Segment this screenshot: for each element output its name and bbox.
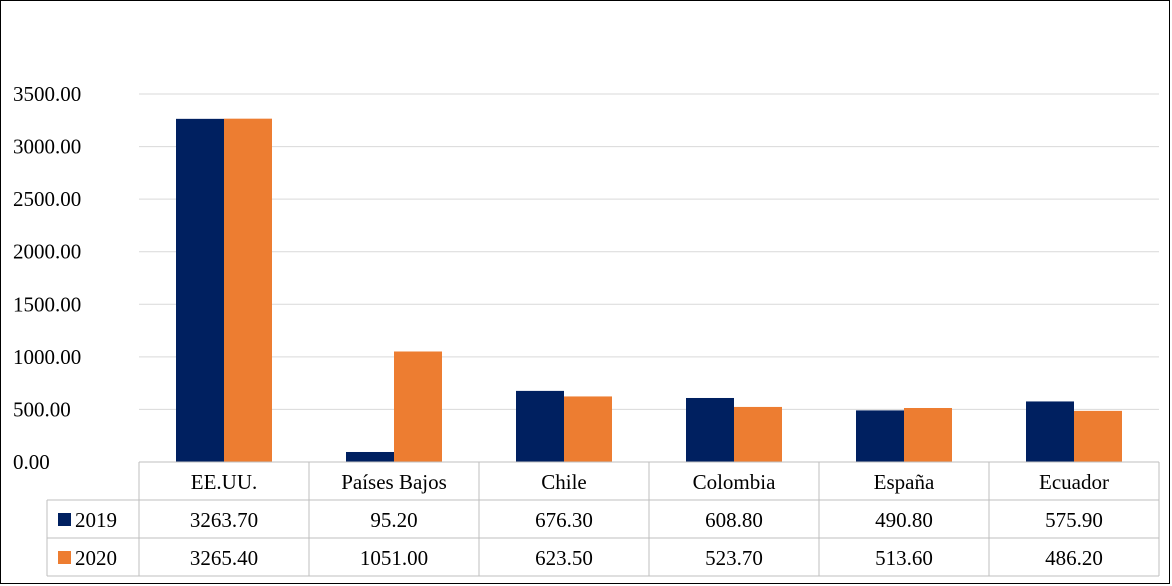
- data-label: 1051.00: [360, 546, 428, 570]
- bar-2020: [224, 118, 272, 463]
- y-tick-label: 0.00: [13, 450, 50, 474]
- x-category-label: España: [874, 470, 935, 494]
- data-label: 486.20: [1045, 546, 1103, 570]
- bar-2020: [564, 396, 612, 462]
- y-tick-label: 3500.00: [13, 82, 81, 106]
- data-label: 523.70: [705, 546, 763, 570]
- bar-2020: [1074, 410, 1122, 462]
- x-category-label: Ecuador: [1039, 470, 1109, 494]
- bar-2019: [856, 410, 904, 462]
- data-label: 608.80: [705, 508, 763, 532]
- data-table: EE.UU. Países Bajos Chile Colombia España Ecu…: [46, 461, 1160, 577]
- x-category-label: Chile: [541, 470, 587, 494]
- y-tick-label: 1000.00: [13, 345, 81, 369]
- y-tick-label: 1500.00: [13, 292, 81, 316]
- legend-label: 2019: [75, 508, 117, 532]
- legend-key-2019: [58, 513, 71, 526]
- legend-label: 2020: [75, 546, 117, 570]
- y-tick-label: 2000.00: [13, 240, 81, 264]
- bar-2020: [734, 406, 782, 462]
- y-axis-ticks: 0.00 500.00 1000.00 1500.00 2000.00 2500.00 30…: [13, 82, 81, 474]
- data-label: 490.80: [875, 508, 933, 532]
- data-label: 575.90: [1045, 508, 1103, 532]
- y-tick-label: 500.00: [13, 397, 71, 421]
- x-category-label: Países Bajos: [341, 470, 447, 494]
- legend-key-2020: [58, 551, 71, 564]
- data-label: 3263.70: [190, 508, 258, 532]
- x-category-label: EE.UU.: [191, 470, 258, 494]
- bar-2019: [346, 451, 394, 462]
- bar-2019: [516, 390, 564, 462]
- data-label: 3265.40: [190, 546, 258, 570]
- bar-2020: [394, 351, 442, 462]
- data-label: 676.30: [535, 508, 593, 532]
- data-label: 513.60: [875, 546, 933, 570]
- x-category-label: Colombia: [693, 470, 777, 494]
- data-label: 95.20: [370, 508, 417, 532]
- bar-2019: [176, 118, 224, 462]
- gridlines: [139, 93, 1159, 410]
- y-tick-label: 2500.00: [13, 187, 81, 211]
- y-tick-label: 3000.00: [13, 135, 81, 159]
- bar-2019: [686, 397, 734, 462]
- bars: [176, 118, 1122, 463]
- data-label: 623.50: [535, 546, 593, 570]
- bar-2020: [904, 407, 952, 462]
- bar-2019: [1026, 401, 1074, 462]
